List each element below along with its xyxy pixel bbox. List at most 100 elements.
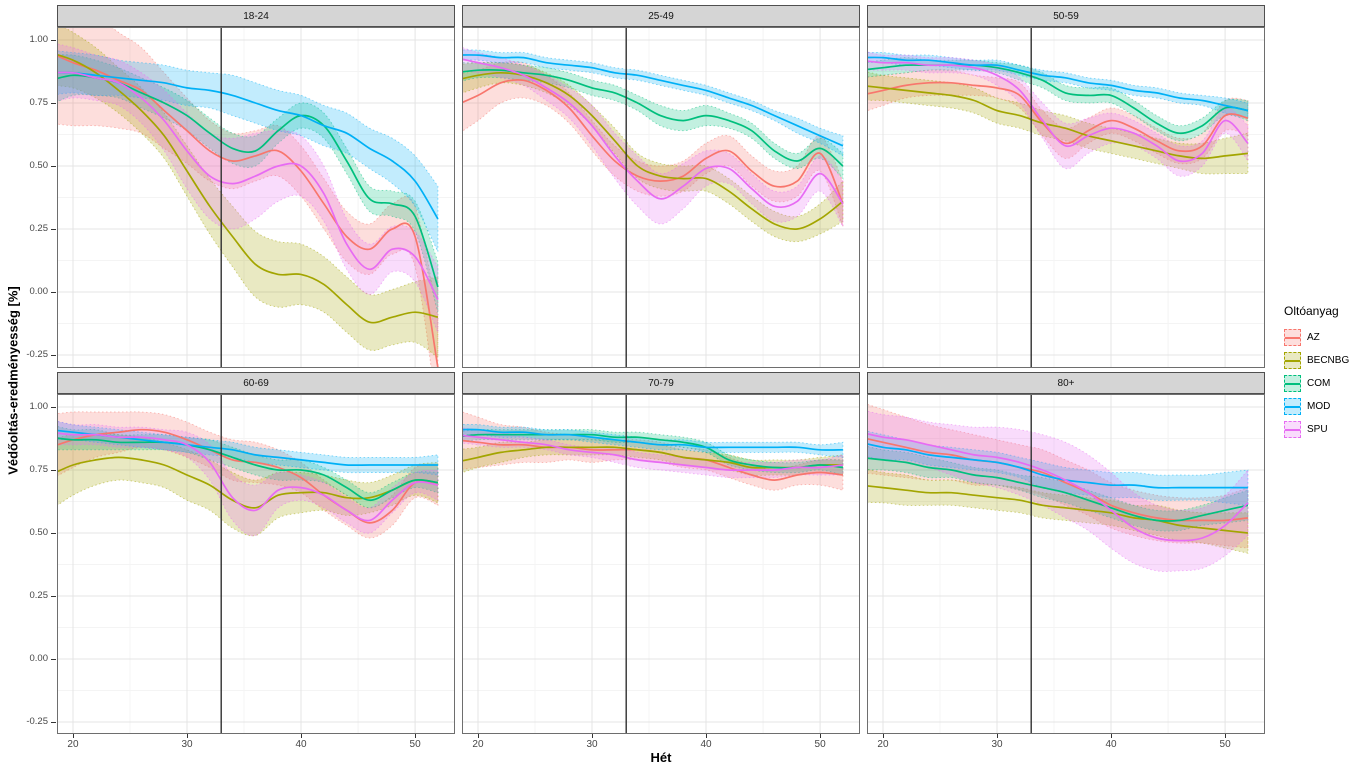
ribbon-AZ [462, 60, 844, 227]
line-SPU [57, 71, 439, 300]
ribbon-SPU [867, 51, 1249, 177]
ribbon-SPU [462, 46, 844, 229]
x-tick-mark [706, 734, 708, 738]
y-tick-mark [51, 40, 56, 41]
ribbon-MOD [462, 423, 844, 458]
x-tick-mark [820, 734, 822, 738]
line-SPU [57, 432, 439, 522]
x-tick-label: 40 [295, 739, 307, 750]
legend-label-MOD: MOD [1307, 401, 1331, 412]
line-BECNBG [867, 85, 1248, 160]
line-MOD [462, 428, 843, 451]
x-tick-label: 50 [409, 739, 421, 750]
legend-key-MOD-icon [1284, 398, 1301, 415]
facet-strip-18-24: 18-24 [57, 5, 455, 27]
legend-items: AZ BECNBG COM MOD SPU [1284, 326, 1349, 441]
y-tick-label: 0.00 [29, 286, 49, 297]
line-BECNBG [57, 53, 439, 324]
ribbon-BECNBG [57, 433, 439, 537]
x-tick-label: 30 [586, 739, 598, 750]
x-tick-label: 50 [814, 739, 826, 750]
facet-panel-60-69 [57, 394, 455, 734]
line-AZ [462, 78, 844, 205]
legend-key-SPU-icon [1284, 421, 1301, 438]
ribbon-AZ [57, 411, 439, 539]
facet-strip-80+: 80+ [867, 372, 1265, 394]
legend-label-AZ: AZ [1307, 332, 1320, 343]
line-MOD [867, 56, 1249, 112]
y-tick-mark [51, 533, 56, 534]
legend-key-AZ-icon [1284, 329, 1301, 346]
ribbon-MOD [867, 51, 1249, 119]
legend: Oltóanyag AZ BECNBG COM MOD SPU [1284, 304, 1349, 441]
x-tick-mark [72, 734, 74, 738]
x-tick-mark [415, 734, 417, 738]
line-SPU [867, 60, 1249, 163]
ribbon-COM [57, 54, 439, 313]
line-BECNBG [57, 456, 439, 509]
ribbon-COM [462, 62, 844, 180]
ribbon-AZ [867, 69, 1249, 165]
legend-entry-MOD: MOD [1284, 395, 1349, 418]
facet-panel-80+ [867, 394, 1265, 734]
x-tick-mark [301, 734, 303, 738]
ribbon-MOD [57, 420, 439, 476]
legend-key-COM-icon [1284, 375, 1301, 392]
y-tick-mark [51, 292, 56, 293]
x-tick-label: 20 [472, 739, 484, 750]
x-tick-label: 20 [877, 739, 889, 750]
x-tick-mark [882, 734, 884, 738]
ribbon-MOD [57, 50, 439, 252]
x-tick-mark [477, 734, 479, 738]
y-tick-mark [51, 659, 56, 660]
x-tick-mark [997, 734, 998, 738]
facet-panel-50-59 [867, 27, 1265, 368]
ribbon-BECNBG [57, 27, 439, 359]
x-tick-mark [1225, 734, 1227, 738]
legend-label-BECNBG: BECNBG [1307, 355, 1350, 366]
line-MOD [462, 54, 844, 147]
line-COM [462, 433, 843, 469]
facet-panel-25-49 [462, 27, 860, 368]
y-tick-mark [51, 229, 56, 230]
facet-strip-25-49: 25-49 [462, 5, 860, 27]
y-tick-label: 0.00 [29, 653, 49, 664]
x-tick-mark [1111, 734, 1113, 738]
y-tick-mark [51, 470, 56, 471]
ribbon-SPU [57, 43, 439, 333]
facet-strip-50-59: 50-59 [867, 5, 1265, 27]
y-tick-mark [51, 166, 56, 167]
x-tick-label: 40 [1105, 739, 1117, 750]
line-SPU [462, 58, 844, 209]
line-MOD [867, 443, 1248, 489]
legend-label-COM: COM [1307, 378, 1331, 389]
x-tick-label: 40 [700, 739, 712, 750]
y-tick-label: 0.25 [29, 223, 49, 234]
ribbon-MOD [462, 49, 844, 157]
y-tick-label: 1.00 [29, 34, 49, 45]
y-tick-mark [51, 407, 56, 408]
x-tick-label: 30 [181, 739, 193, 750]
x-tick-mark [592, 734, 593, 738]
line-SPU [462, 434, 843, 472]
line-AZ [57, 54, 439, 368]
y-tick-mark [51, 596, 56, 597]
x-tick-label: 50 [1219, 739, 1231, 750]
x-tick-label: 30 [991, 739, 1003, 750]
line-COM [462, 69, 844, 167]
legend-entry-SPU: SPU [1284, 418, 1349, 441]
y-tick-label: 1.00 [29, 401, 49, 412]
ribbon-AZ [57, 27, 439, 368]
y-tick-label: -0.25 [26, 716, 48, 727]
line-COM [867, 457, 1249, 522]
legend-entry-AZ: AZ [1284, 326, 1349, 349]
legend-label-SPU: SPU [1307, 424, 1328, 435]
facet-panel-70-79 [462, 394, 860, 734]
legend-entry-BECNBG: BECNBG [1284, 349, 1349, 372]
line-BECNBG [867, 484, 1248, 534]
x-tick-label: 20 [67, 739, 79, 750]
x-tick-mark [187, 734, 188, 738]
facet-strip-70-79: 70-79 [462, 372, 860, 394]
